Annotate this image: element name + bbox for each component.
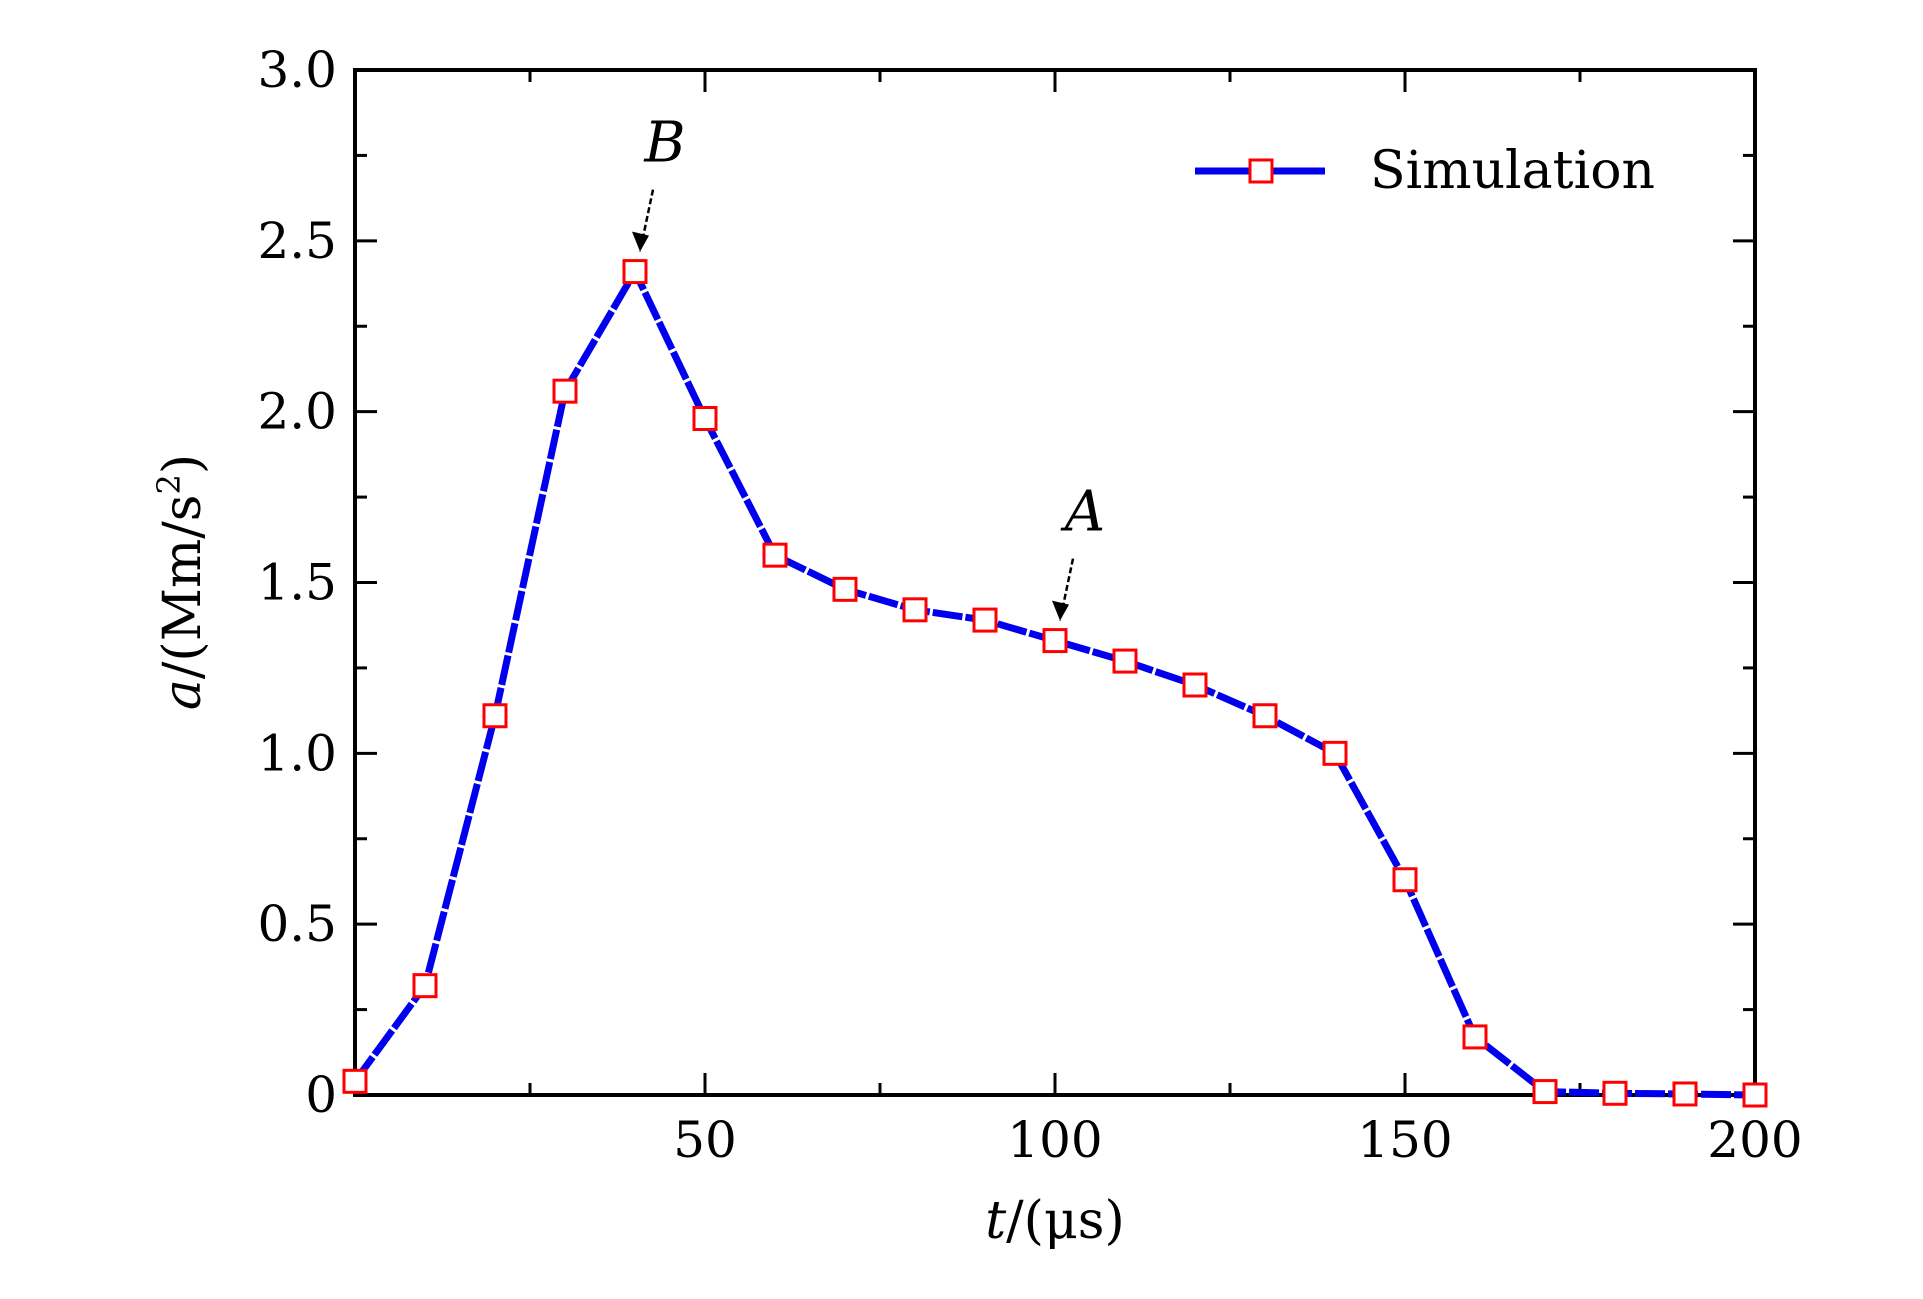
annotation-arrow [1058,558,1075,621]
annotation-label: A [1060,480,1105,545]
data-point [832,576,858,602]
data-point [1322,740,1348,766]
data-point [1182,672,1208,698]
y-tick-label: 0 [305,1066,337,1124]
y-tick-label: 3.0 [257,41,337,99]
marker-layer [342,259,1768,1108]
plot-frame [353,68,1757,1097]
y-axis-label-superscript: 2 [150,474,188,494]
data-point [1602,1080,1628,1106]
data-point [972,607,998,633]
x-tick-label: 150 [1357,1111,1452,1169]
axis-tick-labels: 50 100 150 200 0 0.5 1.0 1.5 2.0 2.5 3.0 [257,41,1802,1169]
annotation-arrowhead [1052,600,1069,621]
data-point [692,406,718,431]
data-point [1672,1081,1698,1107]
data-point [1532,1079,1558,1105]
x-axis-label-variable: t [985,1191,1006,1251]
y-tick-label: 2.5 [257,212,337,270]
y-axis-label-close: ) [153,454,213,474]
data-point [1042,628,1068,654]
data-point [482,703,508,729]
y-axis-label: a/(Mm/s2) [150,454,213,710]
data-point [342,1068,368,1094]
data-point [1392,867,1418,893]
data-point [552,378,578,404]
legend-marker [1248,158,1274,184]
y-tick-label: 1.5 [257,554,337,612]
x-tick-label: 100 [1007,1111,1102,1169]
annotation-arrow [638,189,655,252]
data-point [1252,703,1278,729]
y-axis-label-variable: a [153,679,213,710]
y-axis-label-unit: /(Mm/s [153,495,213,680]
legend-label: Simulation [1370,141,1655,201]
data-point [1462,1024,1488,1050]
x-tick-label: 50 [673,1111,737,1169]
annotation-label: B [643,111,685,176]
data-point [622,259,648,285]
data-point [1112,648,1138,674]
data-point [902,597,928,623]
y-tick-label: 2.0 [257,383,337,441]
annotation-layer: BA [632,111,1105,621]
data-point [1742,1082,1768,1108]
y-tick-label: 0.5 [257,895,337,953]
x-tick-label: 200 [1707,1111,1802,1169]
axis-ticks [353,68,1757,1097]
x-axis-label: t/(μs) [985,1191,1124,1251]
y-tick-label: 1.0 [257,724,337,782]
data-point [762,542,788,568]
data-point [412,973,438,999]
annotation-arrowhead [632,231,649,252]
x-axis-label-unit: /(μs) [1006,1191,1125,1251]
legend: Simulation [1195,141,1655,201]
